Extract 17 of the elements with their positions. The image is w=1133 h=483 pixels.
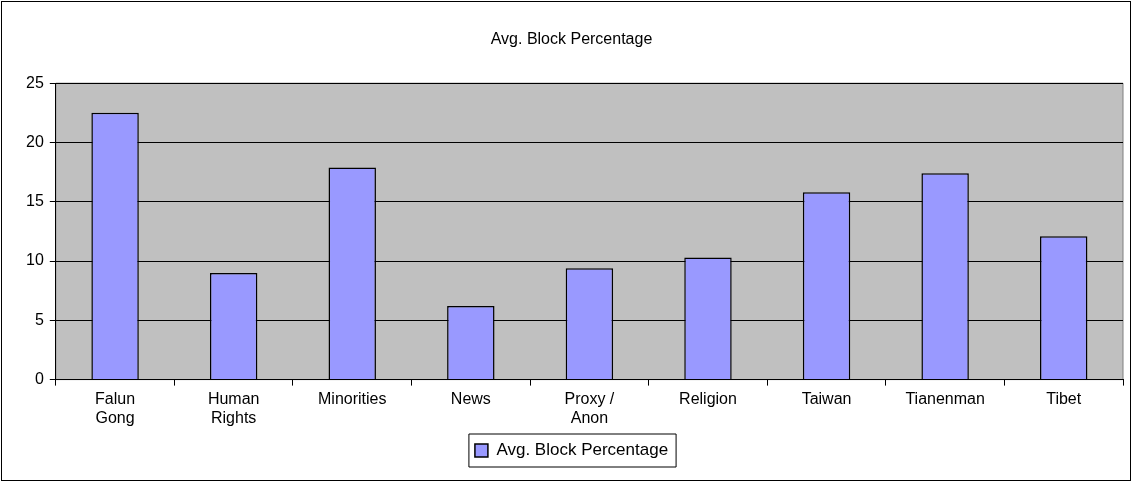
legend-label: Avg. Block Percentage bbox=[496, 440, 669, 460]
x-tick-label: Tibet bbox=[1046, 389, 1082, 407]
y-tick-label: 20 bbox=[26, 132, 44, 150]
x-tick-label: Minorities bbox=[318, 389, 387, 407]
x-tick-label: Religion bbox=[679, 389, 737, 407]
y-tick-label: 0 bbox=[34, 370, 44, 388]
y-tick-label: 15 bbox=[26, 192, 44, 210]
y-tick-label: 25 bbox=[26, 73, 44, 91]
y-tick-label: 10 bbox=[26, 251, 44, 269]
chart-title: Avg. Block Percentage bbox=[490, 30, 653, 48]
x-tick-label: Falun Gong bbox=[95, 389, 136, 426]
x-tick-label: News bbox=[450, 389, 491, 407]
x-tick-label: Proxy / Anon bbox=[564, 389, 615, 426]
x-tick-label: Taiwan bbox=[801, 389, 852, 407]
y-tick-label: 5 bbox=[34, 310, 44, 328]
x-tick-label: Human Rights bbox=[207, 389, 260, 426]
x-tick-label: Tianenman bbox=[905, 389, 985, 407]
